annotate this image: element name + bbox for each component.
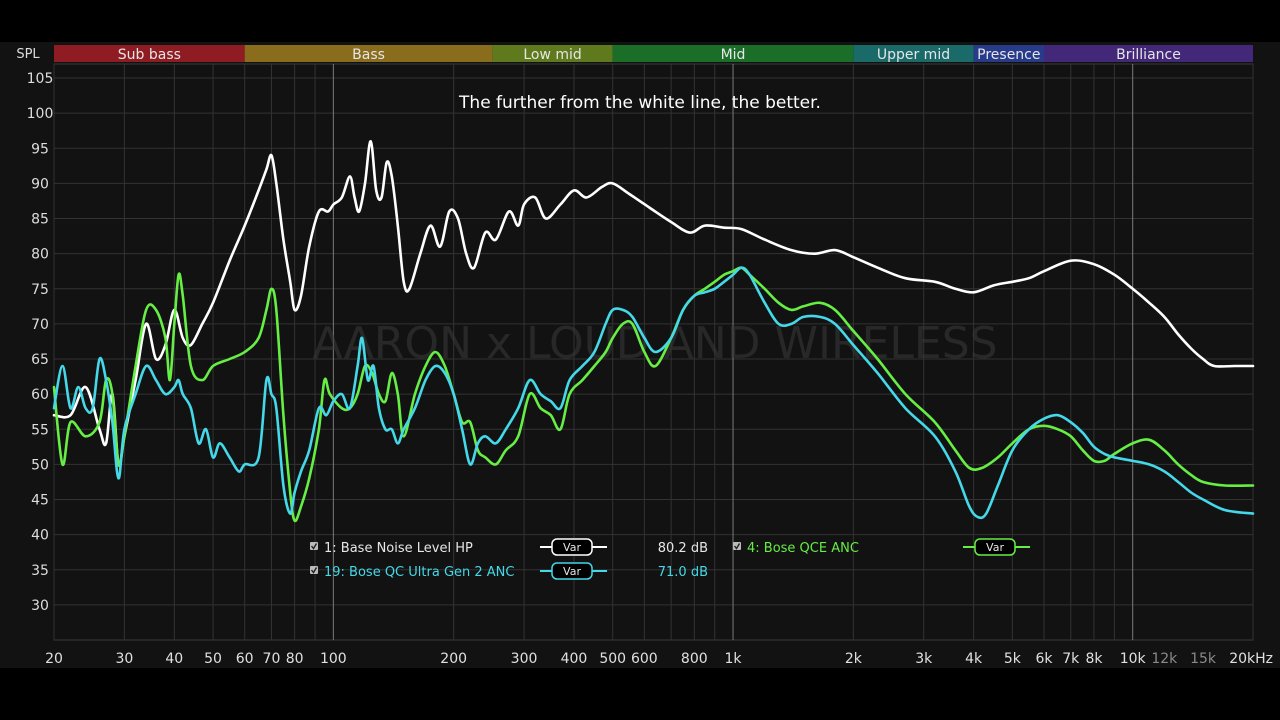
legend-label: 1: Base Noise Level HP [324,541,473,556]
band-label: Bass [352,47,385,63]
x-tick-label: 6k [1036,651,1054,667]
y-axis-label: SPL [16,47,40,62]
band-mid [612,45,854,62]
series-line [52,266,1255,523]
y-tick-label: 105 [27,71,54,87]
x-tick-label: 7k [1062,651,1080,667]
x-tick-label: 100 [320,651,347,667]
series-line [52,139,1255,468]
x-tick-label: 30 [115,651,133,667]
band-bass [244,45,493,62]
x-tick-label: 3k [915,651,933,667]
x-tick-label: 8k [1085,651,1103,667]
y-tick-label: 50 [31,457,49,473]
y-tick-label: 70 [31,317,49,333]
x-tick-label: 5k [1004,651,1022,667]
y-tick-label: 75 [31,282,49,298]
x-tick-label: 10k [1120,651,1147,667]
y-tick-label: 90 [31,176,49,192]
y-tick-label: 40 [31,528,49,544]
legend-label: 4: Bose QCE ANC [747,541,859,556]
chart-title: The further from the white line, the bet… [458,93,821,113]
series-lines [52,139,1255,523]
band-brilliance [1044,45,1253,62]
y-tick-label: 85 [31,212,49,228]
x-tick-label: 500 [599,651,626,667]
y-tick-labels: 30 35 40 45 50 55 60 65 70 75 80 85 90 95 100 105 [27,71,54,614]
legend-entry: 4: Bose QCE ANC Var [733,538,1030,556]
x-tick-label: 50 [204,651,222,667]
x-tick-labels: 20 30 40 50 60 70 80 100 200 300 400 500 600 800 1k 2k 3… [45,651,1273,667]
plot-grid [53,63,1254,641]
y-tick-label: 60 [31,387,49,403]
x-tick-label: 20 [45,651,63,667]
band-label: Mid [721,47,746,63]
x-tick-label: 400 [561,651,588,667]
y-tick-label: 30 [31,598,49,614]
legend-entry: 1: Base Noise Level HP Var 80.2 dB [310,538,708,556]
x-tick-label: 70 [263,651,281,667]
band-presence [973,45,1045,62]
x-tick-label: 60 [236,651,254,667]
x-tick-label: 4k [965,651,983,667]
band-label: Brilliance [1116,47,1181,63]
y-tick-label: 35 [31,563,49,579]
legend-value: 71.0 dB [658,565,708,580]
band-label: Upper mid [877,47,950,63]
y-tick-label: 80 [31,247,49,263]
x-tick-label: 20kHz [1229,651,1273,667]
y-tick-label: 65 [31,352,49,368]
y-tick-label: 95 [31,141,49,157]
x-tick-label: 40 [165,651,183,667]
var-badge [974,538,1016,556]
x-tick-label: 80 [286,651,304,667]
var-badge-label: Var [563,565,581,578]
band-label: Low mid [523,47,581,63]
watermark: AARON x LOUD AND WIRELESS [312,318,997,369]
var-badge [551,538,593,556]
var-badge-label: Var [986,541,1004,554]
x-tick-label: 2k [845,651,863,667]
legend-label: 19: Bose QC Ultra Gen 2 ANC [324,565,514,580]
check-icon [733,543,741,550]
x-tick-label: 12k [1151,651,1178,667]
y-tick-label: 45 [31,493,49,509]
x-tick-label: 300 [511,651,538,667]
band-upper-mid [853,45,974,62]
check-icon [310,543,318,550]
x-tick-label: 800 [681,651,708,667]
x-tick-label: 200 [440,651,467,667]
y-tick-label: 100 [27,106,54,122]
var-badge-label: Var [563,541,581,554]
band-label: Sub bass [118,47,181,63]
check-icon [310,567,318,574]
x-tick-label: 1k [725,651,743,667]
legend-value: 80.2 dB [658,541,708,556]
y-tick-label: 55 [31,422,49,438]
legend-entry: 19: Bose QC Ultra Gen 2 ANC Var 71.0 dB [310,562,708,580]
x-tick-label: 15k [1190,651,1217,667]
var-badge [551,562,593,580]
frequency-bands: Sub bass Bass Low mid Mid Upper mid Presence B… [54,45,1253,63]
band-sub-bass [54,45,245,62]
band-low-mid [492,45,613,62]
series-line [52,266,1255,520]
x-tick-label: 600 [631,651,658,667]
legend: 1: Base Noise Level HP Var 80.2 dB 4: Bose … [310,538,1030,580]
band-label: Presence [977,47,1040,63]
